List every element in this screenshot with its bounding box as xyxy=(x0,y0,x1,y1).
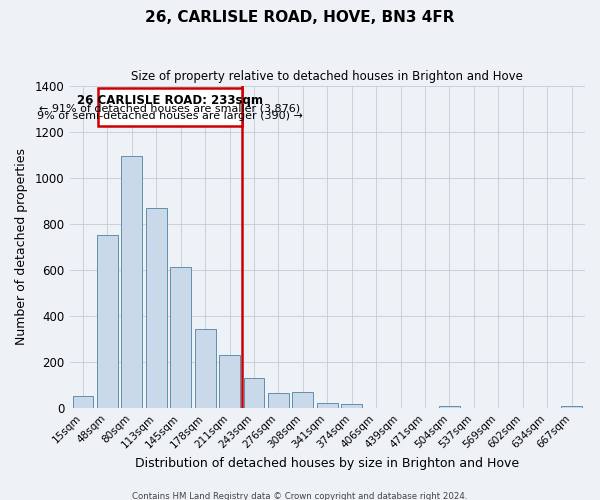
X-axis label: Distribution of detached houses by size in Brighton and Hove: Distribution of detached houses by size … xyxy=(135,457,520,470)
Text: ← 91% of detached houses are smaller (3,876): ← 91% of detached houses are smaller (3,… xyxy=(39,104,300,114)
Text: 26 CARLISLE ROAD: 233sqm: 26 CARLISLE ROAD: 233sqm xyxy=(77,94,263,106)
Text: 26, CARLISLE ROAD, HOVE, BN3 4FR: 26, CARLISLE ROAD, HOVE, BN3 4FR xyxy=(145,10,455,25)
Bar xyxy=(439,406,460,408)
Bar xyxy=(121,156,142,408)
Bar xyxy=(317,402,338,408)
Bar xyxy=(73,396,94,408)
Bar xyxy=(219,356,240,408)
Bar xyxy=(341,404,362,408)
FancyBboxPatch shape xyxy=(98,88,242,126)
Bar xyxy=(97,236,118,408)
Bar xyxy=(195,329,215,408)
Bar xyxy=(292,392,313,408)
Text: Contains HM Land Registry data © Crown copyright and database right 2024.: Contains HM Land Registry data © Crown c… xyxy=(132,492,468,500)
Bar xyxy=(146,208,167,408)
Bar xyxy=(268,394,289,408)
Text: 9% of semi-detached houses are larger (390) →: 9% of semi-detached houses are larger (3… xyxy=(37,111,302,121)
Bar xyxy=(561,406,582,408)
Y-axis label: Number of detached properties: Number of detached properties xyxy=(15,148,28,346)
Bar xyxy=(244,378,265,408)
Title: Size of property relative to detached houses in Brighton and Hove: Size of property relative to detached ho… xyxy=(131,70,523,83)
Bar xyxy=(170,266,191,408)
